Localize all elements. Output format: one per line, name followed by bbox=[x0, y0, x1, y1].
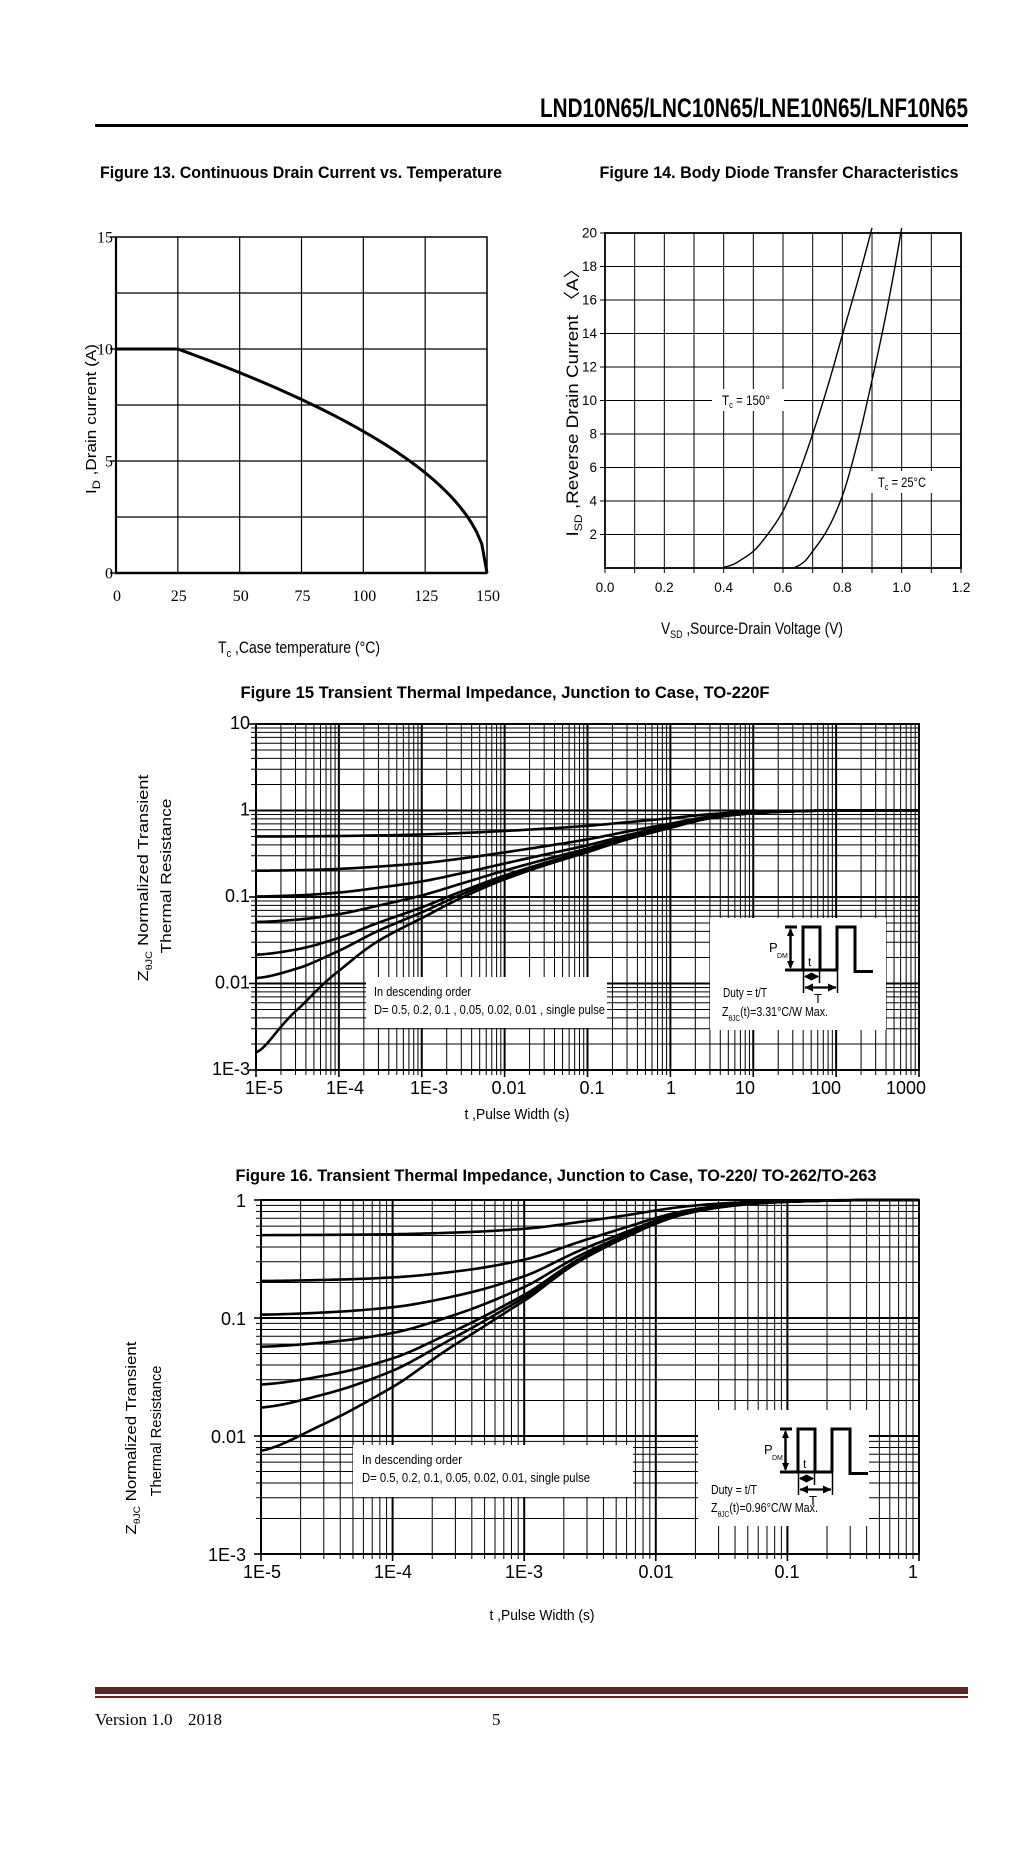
svg-text:0.01: 0.01 bbox=[638, 1562, 673, 1582]
svg-text:1: 1 bbox=[908, 1562, 918, 1582]
svg-text:1.0: 1.0 bbox=[892, 580, 911, 595]
svg-text:0.1: 0.1 bbox=[774, 1562, 799, 1582]
svg-text:100: 100 bbox=[352, 588, 376, 605]
svg-text:ZθJC(t)=0.96°C/W Max.: ZθJC(t)=0.96°C/W Max. bbox=[711, 1500, 818, 1519]
svg-text:0.8: 0.8 bbox=[833, 580, 852, 595]
svg-text:1.2: 1.2 bbox=[952, 580, 971, 595]
svg-text:50: 50 bbox=[233, 588, 249, 605]
svg-text:Figure 13. Continuous Drain Cu: Figure 13. Continuous Drain Current vs. … bbox=[100, 163, 502, 182]
svg-text:16: 16 bbox=[582, 293, 597, 308]
svg-text:T: T bbox=[814, 991, 822, 1006]
svg-text:t ,Pulse Width (s): t ,Pulse Width (s) bbox=[465, 1106, 570, 1123]
svg-text:0.0: 0.0 bbox=[596, 580, 615, 595]
svg-text:2: 2 bbox=[589, 527, 597, 542]
svg-text:0.6: 0.6 bbox=[774, 580, 793, 595]
svg-text:1: 1 bbox=[240, 800, 250, 820]
svg-text:100: 100 bbox=[811, 1078, 841, 1098]
svg-text:1E-4: 1E-4 bbox=[374, 1562, 412, 1582]
svg-text:D= 0.5, 0.2, 0.1, 0.05, 0.02,: D= 0.5, 0.2, 0.1, 0.05, 0.02, 0.01, sing… bbox=[362, 1470, 590, 1485]
svg-text:Figure 14. Body Diode Transfer: Figure 14. Body Diode Transfer Character… bbox=[600, 163, 959, 182]
svg-text:1E-4: 1E-4 bbox=[326, 1078, 364, 1098]
svg-text:0.2: 0.2 bbox=[655, 580, 674, 595]
svg-text:In descending order: In descending order bbox=[374, 984, 472, 999]
svg-text:18: 18 bbox=[582, 259, 597, 274]
svg-text:P: P bbox=[764, 1442, 773, 1457]
svg-text:0.01: 0.01 bbox=[211, 1427, 246, 1447]
svg-text:1E-3: 1E-3 bbox=[212, 1059, 250, 1079]
svg-text:t ,Pulse Width (s): t ,Pulse Width (s) bbox=[490, 1607, 595, 1624]
svg-text:1E-3: 1E-3 bbox=[410, 1078, 448, 1098]
svg-text:10: 10 bbox=[97, 342, 113, 359]
svg-text:0.4: 0.4 bbox=[714, 580, 733, 595]
svg-text:0.01: 0.01 bbox=[215, 973, 250, 993]
svg-text:0.01: 0.01 bbox=[491, 1078, 526, 1098]
svg-text:DM: DM bbox=[777, 953, 788, 960]
svg-text:Duty = t/T: Duty = t/T bbox=[711, 1482, 757, 1497]
svg-text:150: 150 bbox=[476, 588, 500, 605]
svg-text:0.1: 0.1 bbox=[579, 1078, 604, 1098]
svg-text:LND10N65/LNC10N65/LNE10N65/LNF: LND10N65/LNC10N65/LNE10N65/LNF10N65 bbox=[540, 93, 968, 123]
svg-text:Tc = 25°C: Tc = 25°C bbox=[878, 475, 926, 492]
svg-text:Tc = 150°: Tc = 150° bbox=[722, 393, 770, 410]
svg-text:ZθJC Normalized Transient: ZθJC Normalized Transient bbox=[123, 1341, 142, 1535]
svg-text:25: 25 bbox=[171, 588, 187, 605]
svg-text:1000: 1000 bbox=[886, 1078, 926, 1098]
svg-text:6: 6 bbox=[589, 460, 597, 475]
svg-text:12: 12 bbox=[582, 360, 597, 375]
svg-text:Thermal Resistance: Thermal Resistance bbox=[148, 1366, 165, 1497]
svg-text:0: 0 bbox=[105, 566, 113, 583]
svg-text:75: 75 bbox=[295, 588, 311, 605]
svg-text:ZθJC(t)=3.31°C/W Max.: ZθJC(t)=3.31°C/W Max. bbox=[722, 1004, 828, 1023]
svg-text:1E-3: 1E-3 bbox=[208, 1545, 246, 1565]
svg-text:15: 15 bbox=[97, 230, 113, 247]
svg-text:VSD ,Source-Drain Voltage (V): VSD ,Source-Drain Voltage (V) bbox=[661, 619, 843, 641]
svg-text:In descending order: In descending order bbox=[362, 1452, 463, 1467]
svg-text:Figure 15 Transient Thermal Im: Figure 15 Transient Thermal Impedance, J… bbox=[241, 683, 770, 702]
svg-text:125: 125 bbox=[414, 588, 438, 605]
svg-text:1E-5: 1E-5 bbox=[245, 1078, 283, 1098]
svg-text:Version 1.0: Version 1.0 bbox=[95, 1710, 172, 1729]
svg-text:D= 0.5, 0.2, 0.1 , 0.05, 0.02,: D= 0.5, 0.2, 0.1 , 0.05, 0.02, 0.01 , si… bbox=[374, 1002, 605, 1017]
svg-text:20: 20 bbox=[582, 226, 597, 241]
svg-text:1: 1 bbox=[236, 1191, 246, 1211]
svg-text:T: T bbox=[809, 1493, 817, 1508]
svg-text:Tc ,Case temperature (°C): Tc ,Case temperature (°C) bbox=[218, 638, 380, 660]
svg-text:DM: DM bbox=[772, 1455, 783, 1462]
svg-text:5: 5 bbox=[105, 454, 113, 471]
svg-text:5: 5 bbox=[492, 1710, 501, 1729]
svg-text:P: P bbox=[769, 940, 778, 955]
svg-text:2018: 2018 bbox=[188, 1710, 222, 1729]
svg-text:0.1: 0.1 bbox=[221, 1309, 246, 1329]
svg-text:10: 10 bbox=[735, 1078, 755, 1098]
svg-text:0.1: 0.1 bbox=[225, 886, 250, 906]
svg-text:Figure 16. Transient Thermal I: Figure 16. Transient Thermal Impedance, … bbox=[236, 1166, 877, 1185]
svg-text:10: 10 bbox=[582, 393, 597, 408]
svg-text:4: 4 bbox=[589, 494, 597, 509]
svg-text:14: 14 bbox=[582, 326, 598, 341]
svg-text:8: 8 bbox=[589, 427, 597, 442]
svg-text:1E-3: 1E-3 bbox=[505, 1562, 543, 1582]
svg-text:0: 0 bbox=[113, 588, 121, 605]
svg-text:Duty = t/T: Duty = t/T bbox=[723, 985, 767, 1000]
svg-text:1: 1 bbox=[666, 1078, 676, 1098]
svg-text:Thermal Resistance: Thermal Resistance bbox=[158, 799, 175, 954]
svg-text:1E-5: 1E-5 bbox=[243, 1562, 281, 1582]
svg-text:t: t bbox=[803, 1457, 807, 1471]
svg-text:ISD ,Reverse Drain Current 〈A〉: ISD ,Reverse Drain Current 〈A〉 bbox=[563, 260, 585, 537]
svg-text:ID ,Drain current (A): ID ,Drain current (A) bbox=[83, 344, 103, 494]
svg-text:10: 10 bbox=[230, 713, 250, 733]
svg-text:ZθJC Normalized Transient: ZθJC Normalized Transient bbox=[135, 774, 154, 982]
svg-text:t: t bbox=[808, 955, 812, 969]
